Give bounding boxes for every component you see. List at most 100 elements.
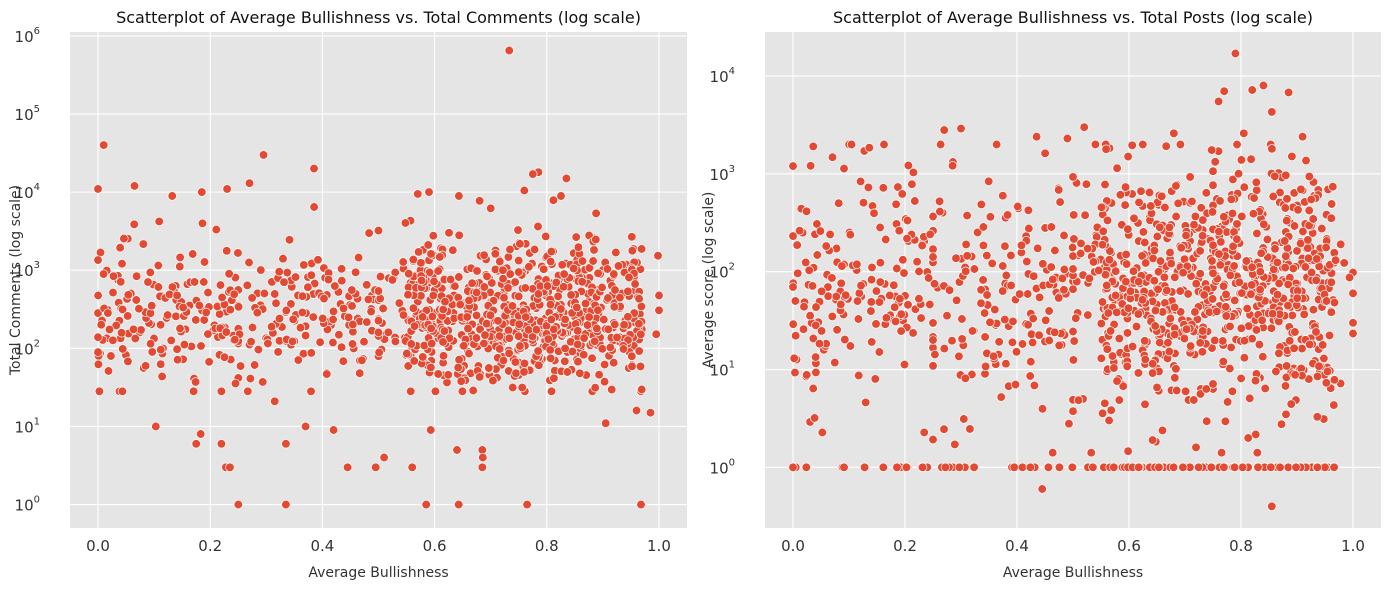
data-point [219, 352, 230, 362]
data-point [1289, 221, 1300, 231]
data-point [610, 285, 620, 295]
data-point [427, 338, 437, 349]
data-point [224, 269, 234, 279]
data-point [1241, 256, 1252, 266]
data-point [852, 296, 863, 306]
data-point [1189, 395, 1199, 405]
data-point [908, 328, 918, 338]
data-point [1275, 187, 1285, 198]
data-point [892, 462, 902, 472]
data-point [1121, 249, 1131, 260]
data-point [409, 321, 420, 331]
data-point [191, 315, 201, 325]
data-point [247, 293, 257, 303]
data-point [1123, 303, 1134, 313]
data-point [799, 302, 809, 312]
data-point [520, 283, 530, 293]
data-point [337, 276, 347, 286]
data-point [867, 337, 877, 347]
data-point [1122, 328, 1133, 338]
data-point [1267, 144, 1277, 154]
data-point [1198, 215, 1208, 225]
data-point [1239, 336, 1250, 346]
data-point [627, 246, 637, 256]
data-point [216, 439, 227, 449]
data-point [562, 367, 573, 377]
data-point [1191, 279, 1201, 289]
data-point [1046, 222, 1057, 232]
data-point [230, 335, 240, 345]
data-point [1191, 442, 1201, 452]
data-point [1239, 353, 1250, 363]
data-point [962, 251, 972, 261]
data-point [313, 255, 323, 265]
data-point [514, 319, 524, 329]
data-point [866, 297, 876, 307]
data-point [1178, 462, 1188, 472]
data-point [233, 248, 243, 258]
data-point [845, 341, 856, 351]
data-point [155, 320, 166, 330]
data-point [362, 280, 372, 290]
data-point [1164, 346, 1174, 357]
data-point [845, 230, 855, 240]
data-point [308, 312, 318, 322]
data-point [201, 307, 211, 318]
data-point [957, 314, 967, 324]
data-point [1100, 398, 1110, 408]
data-point [653, 251, 663, 261]
data-point [1321, 378, 1331, 388]
data-point [1044, 306, 1054, 316]
data-point [1218, 281, 1229, 291]
data-point [286, 299, 296, 309]
data-point [454, 272, 464, 282]
data-point [794, 226, 805, 236]
data-point [1268, 191, 1278, 202]
data-point [1236, 373, 1246, 384]
data-point [1288, 263, 1298, 274]
data-point [1270, 171, 1280, 181]
data-point [1140, 399, 1150, 409]
data-point [914, 266, 924, 277]
data-point [605, 342, 615, 353]
data-point [116, 328, 127, 338]
data-point [1201, 384, 1211, 394]
data-point [131, 271, 142, 281]
data-point [1249, 193, 1259, 203]
y-tick-label: 104 [710, 66, 735, 86]
data-point [1068, 264, 1078, 274]
data-point [798, 324, 809, 334]
data-point [1326, 277, 1336, 287]
data-point [455, 299, 465, 310]
data-point [116, 277, 126, 287]
data-point [556, 191, 566, 201]
data-point [406, 339, 416, 349]
data-point [438, 351, 449, 361]
data-point [1208, 166, 1218, 176]
data-point [117, 386, 128, 396]
data-point [373, 316, 384, 326]
data-point [459, 341, 469, 351]
data-point [856, 280, 866, 291]
data-point [93, 255, 103, 265]
data-point [1097, 297, 1108, 307]
data-point [1287, 310, 1297, 321]
data-point [118, 344, 128, 354]
data-point [1210, 335, 1220, 346]
data-point [1080, 210, 1090, 220]
data-point [1228, 174, 1238, 185]
data-point [456, 376, 466, 386]
data-point [940, 462, 951, 472]
data-point [961, 266, 971, 276]
data-point [1163, 338, 1173, 348]
data-point [1311, 327, 1321, 337]
data-point [863, 182, 874, 193]
data-point [94, 386, 105, 396]
data-point [1270, 244, 1280, 254]
data-point [573, 357, 583, 367]
data-point [1225, 270, 1235, 280]
data-point [1287, 151, 1297, 162]
data-point [928, 318, 938, 328]
data-point [172, 344, 182, 354]
data-point [1098, 226, 1108, 236]
